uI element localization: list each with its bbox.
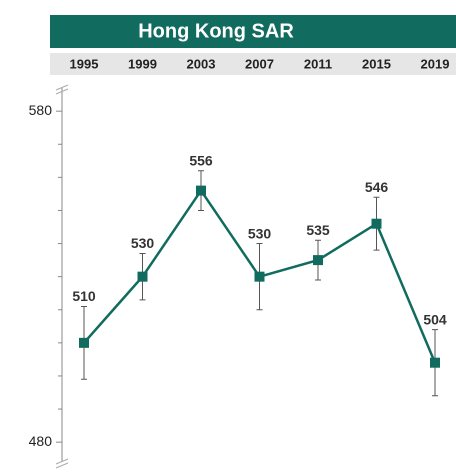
x-tick-label: 2015 bbox=[362, 56, 391, 71]
x-tick-label: 1999 bbox=[128, 56, 157, 71]
data-label: 504 bbox=[423, 311, 447, 327]
marker bbox=[79, 337, 89, 348]
x-tick-label: 2007 bbox=[245, 56, 274, 71]
chart-title: Hong Kong SAR bbox=[138, 20, 294, 42]
axis-break bbox=[55, 84, 69, 95]
data-label: 510 bbox=[72, 288, 96, 304]
title-bar bbox=[50, 15, 456, 48]
marker bbox=[430, 357, 440, 368]
data-label: 530 bbox=[248, 225, 272, 241]
y-tick-label: 480 bbox=[29, 433, 53, 449]
marker bbox=[313, 255, 323, 266]
data-label: 530 bbox=[131, 235, 155, 251]
x-tick-label: 2019 bbox=[421, 56, 450, 71]
marker bbox=[371, 218, 382, 229]
y-tick-label: 580 bbox=[29, 102, 53, 118]
x-tick-label: 2011 bbox=[304, 56, 332, 71]
x-tick-label: 1995 bbox=[70, 56, 99, 71]
marker bbox=[254, 271, 265, 282]
marker bbox=[196, 185, 206, 196]
axis-break bbox=[55, 458, 69, 469]
marker bbox=[137, 271, 148, 282]
data-label: 546 bbox=[365, 179, 389, 195]
x-tick-label: 2003 bbox=[187, 56, 216, 71]
category-band bbox=[50, 53, 456, 75]
data-label: 535 bbox=[306, 222, 330, 238]
data-label: 556 bbox=[189, 152, 213, 168]
